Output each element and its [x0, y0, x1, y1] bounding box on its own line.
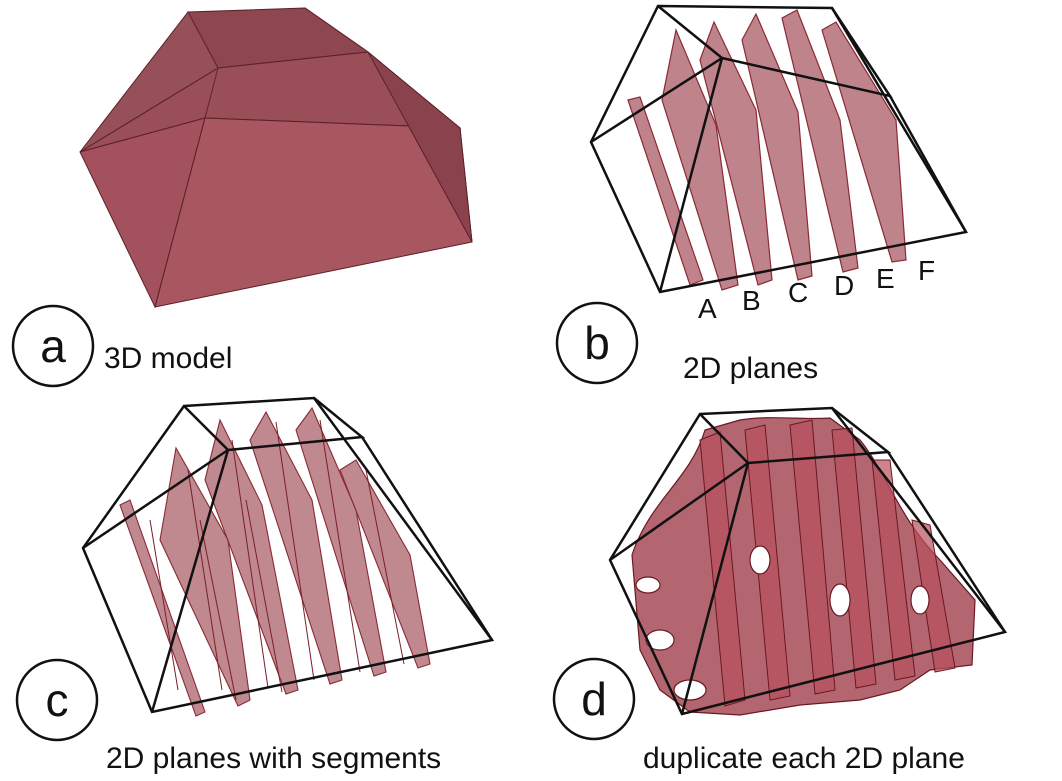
badge-d-letter: d: [581, 673, 607, 725]
caption-a: 3D model: [104, 342, 232, 375]
plane-label-e: E: [876, 263, 895, 294]
segments-c: [149, 419, 405, 701]
badge-b-letter: b: [584, 317, 610, 369]
planes-b: [627, 9, 907, 291]
planes-c: [119, 406, 431, 717]
frame-d: [608, 406, 1008, 716]
frame-b: [589, 4, 968, 294]
panel-c: c 2D planes with segments: [15, 396, 495, 775]
caption-c: 2D planes with segments: [106, 742, 441, 775]
frustum-solid: [79, 7, 473, 309]
badge-a: a: [11, 304, 95, 388]
panel-a: a 3D model: [11, 7, 473, 388]
frame-c: [81, 396, 495, 714]
caption-b: 2D planes: [683, 352, 818, 385]
badge-a-letter: a: [40, 320, 66, 372]
panel-d: d duplicate each 2D plane: [552, 406, 1008, 775]
plane-label-c: C: [788, 277, 808, 308]
plane-label-a: A: [698, 293, 717, 324]
plane-labels-b: A B C D E F: [698, 255, 935, 324]
holes-d: [635, 545, 930, 701]
plane-label-f: F: [918, 255, 935, 286]
caption-d: duplicate each 2D plane: [643, 742, 965, 775]
badge-c: c: [15, 658, 99, 742]
badge-d: d: [552, 657, 636, 741]
panel-b: A B C D E F b 2D planes: [555, 4, 968, 385]
plane-label-b: B: [742, 285, 761, 316]
badge-b: b: [555, 301, 639, 385]
badge-c-letter: c: [46, 674, 69, 726]
fins-d: [699, 419, 956, 707]
plane-label-d: D: [834, 270, 854, 301]
